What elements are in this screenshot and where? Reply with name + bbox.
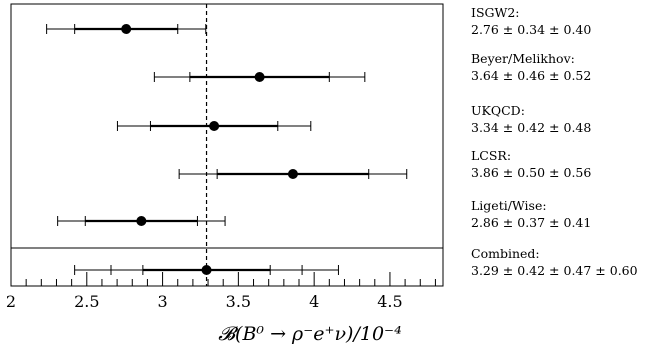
measurement-annotations: ISGW2: 2.76 ± 0.34 ± 0.40 Beyer/Melikhov: 3… <box>471 5 638 278</box>
measurement-name: ISGW2: <box>471 5 520 20</box>
measurement-name: Combined: <box>471 246 540 261</box>
measurement-point <box>178 169 408 179</box>
central-value-marker <box>254 72 265 82</box>
central-value-marker <box>201 265 212 275</box>
central-value-marker <box>121 24 132 34</box>
x-tick-label: 4.5 <box>377 292 402 311</box>
central-value-marker <box>287 169 298 179</box>
measurement-value: 3.29 ± 0.42 ± 0.47 ± 0.60 <box>471 263 638 278</box>
x-tick-label: 2 <box>6 292 16 311</box>
measurement-point <box>46 24 207 34</box>
x-tick-label: 3 <box>157 292 167 311</box>
measurement-point <box>116 121 312 131</box>
measurement-value: 3.86 ± 0.50 ± 0.56 <box>471 165 591 180</box>
plot-frame <box>10 3 444 287</box>
central-value-marker <box>209 121 220 131</box>
x-tick-label: 2.5 <box>74 292 99 311</box>
measurement-name: Ligeti/Wise: <box>471 198 547 213</box>
measurement-value: 2.86 ± 0.37 ± 0.41 <box>471 215 591 230</box>
x-tick-label: 4 <box>309 292 319 311</box>
measurement-name: LCSR: <box>471 148 511 163</box>
x-axis-label: 𝓑(B⁰ → ρ⁻e⁺ν)/10⁻⁴ <box>218 323 401 345</box>
measurement-point <box>74 265 339 275</box>
measurement-name: UKQCD: <box>471 103 525 118</box>
data-marks <box>46 24 408 275</box>
measurement-point <box>57 216 226 226</box>
central-value-marker <box>136 216 147 226</box>
x-axis-tick-labels: 2 2.5 3 3.5 4 4.5 <box>6 292 403 311</box>
x-tick-label: 3.5 <box>226 292 251 311</box>
x-axis-ticks <box>10 272 436 286</box>
measurement-value: 2.76 ± 0.34 ± 0.40 <box>471 22 591 37</box>
measurement-point <box>153 72 366 82</box>
measurement-name: Beyer/Melikhov: <box>471 51 575 66</box>
measurement-value: 3.34 ± 0.42 ± 0.48 <box>471 120 591 135</box>
measurement-value: 3.64 ± 0.46 ± 0.52 <box>471 68 591 83</box>
